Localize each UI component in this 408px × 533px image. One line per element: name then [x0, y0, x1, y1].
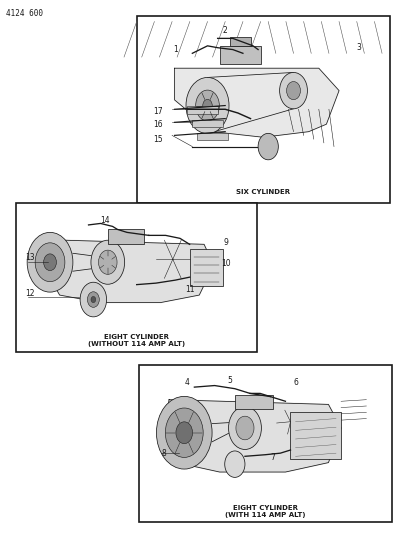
Text: 7: 7 — [271, 454, 275, 462]
Circle shape — [27, 232, 73, 292]
Circle shape — [156, 397, 212, 469]
Text: EIGHT CYLINDER
(WITHOUT 114 AMP ALT): EIGHT CYLINDER (WITHOUT 114 AMP ALT) — [88, 334, 185, 347]
Circle shape — [87, 292, 99, 308]
Circle shape — [279, 72, 308, 109]
Text: 15: 15 — [153, 135, 163, 143]
Circle shape — [286, 82, 300, 100]
Circle shape — [98, 250, 117, 274]
Bar — [139, 365, 392, 522]
Circle shape — [80, 282, 106, 317]
Circle shape — [203, 99, 212, 112]
Circle shape — [186, 77, 229, 134]
Bar — [187, 107, 217, 114]
Circle shape — [44, 254, 56, 271]
Bar — [290, 413, 341, 459]
Text: 2: 2 — [223, 27, 228, 35]
Text: 5: 5 — [227, 376, 232, 385]
Text: 10: 10 — [221, 259, 231, 268]
Text: 12: 12 — [25, 289, 34, 298]
Text: 11: 11 — [185, 285, 194, 294]
Circle shape — [225, 451, 245, 478]
Bar — [190, 249, 223, 286]
Text: SIX CYLINDER: SIX CYLINDER — [236, 189, 290, 195]
Text: 4: 4 — [184, 378, 189, 387]
Bar — [230, 37, 251, 46]
Circle shape — [228, 407, 262, 449]
Polygon shape — [175, 68, 339, 138]
Circle shape — [35, 243, 65, 281]
Text: 16: 16 — [153, 120, 163, 128]
Text: 17: 17 — [153, 107, 163, 116]
Bar — [220, 46, 261, 64]
Bar — [108, 229, 144, 244]
Circle shape — [258, 133, 278, 160]
Text: 1: 1 — [173, 45, 178, 54]
Circle shape — [196, 90, 220, 121]
Circle shape — [91, 240, 125, 284]
Bar — [192, 119, 223, 127]
Text: 4124 600: 4124 600 — [6, 9, 43, 18]
Polygon shape — [45, 240, 214, 303]
Bar — [235, 395, 273, 409]
Bar — [137, 16, 390, 203]
Text: 6: 6 — [293, 378, 298, 387]
Circle shape — [91, 296, 96, 303]
Text: 9: 9 — [223, 238, 228, 247]
Polygon shape — [164, 400, 341, 472]
Text: 8: 8 — [162, 449, 166, 458]
Circle shape — [176, 422, 193, 443]
Text: 13: 13 — [25, 253, 34, 262]
Bar — [197, 133, 228, 140]
Text: 14: 14 — [101, 216, 110, 225]
Bar — [16, 203, 257, 352]
Circle shape — [236, 416, 254, 440]
Text: EIGHT CYLINDER
(WITH 114 AMP ALT): EIGHT CYLINDER (WITH 114 AMP ALT) — [225, 505, 306, 518]
Circle shape — [165, 408, 203, 457]
Text: 3: 3 — [357, 43, 362, 52]
